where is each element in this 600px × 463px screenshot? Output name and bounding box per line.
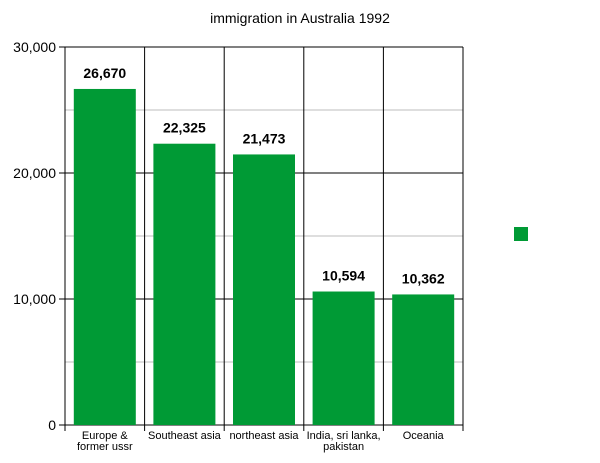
x-tick-label-line: northeast asia bbox=[229, 430, 299, 442]
bar bbox=[392, 294, 455, 425]
x-tick-label-line: former ussr bbox=[77, 441, 133, 453]
x-tick-label-line: Europe & bbox=[82, 430, 129, 442]
bar bbox=[153, 143, 216, 425]
data-label: 10,362 bbox=[402, 270, 445, 286]
data-labels: 26,670 22,325 21,473 10,594 10,362 bbox=[83, 65, 444, 286]
y-axis: 0 10,000 20,000 30,000 bbox=[13, 39, 464, 433]
x-tick-label-line: Southeast asia bbox=[148, 430, 222, 442]
x-axis: Europe & former ussr Southeast asia northea… bbox=[77, 430, 445, 453]
y-tick-label: 0 bbox=[48, 417, 56, 433]
y-tick-label: 30,000 bbox=[13, 39, 56, 55]
bar bbox=[312, 291, 375, 425]
x-tick-label-line: Oceania bbox=[403, 430, 445, 442]
legend-swatch bbox=[514, 227, 528, 241]
y-tick-label: 10,000 bbox=[13, 291, 56, 307]
data-label: 10,594 bbox=[322, 268, 365, 284]
bar bbox=[233, 154, 295, 426]
data-label: 21,473 bbox=[243, 130, 286, 146]
x-tick-label: Europe & former ussr bbox=[77, 430, 133, 453]
x-tick-label-line: India, sri lanka, bbox=[307, 430, 381, 442]
data-label: 26,670 bbox=[83, 65, 126, 81]
legend bbox=[514, 227, 528, 241]
x-tick-label: Oceania bbox=[403, 430, 445, 442]
y-tick-label: 20,000 bbox=[13, 165, 56, 181]
bars bbox=[73, 88, 455, 426]
bar bbox=[73, 88, 136, 425]
x-tick-label-line: pakistan bbox=[323, 441, 364, 453]
data-label: 22,325 bbox=[163, 120, 206, 136]
x-tick-label: Southeast asia bbox=[148, 430, 222, 442]
x-tick-label: India, sri lanka, pakistan bbox=[307, 430, 381, 453]
x-tick-label: northeast asia bbox=[229, 430, 299, 442]
chart-title: immigration in Australia 1992 bbox=[210, 10, 390, 26]
